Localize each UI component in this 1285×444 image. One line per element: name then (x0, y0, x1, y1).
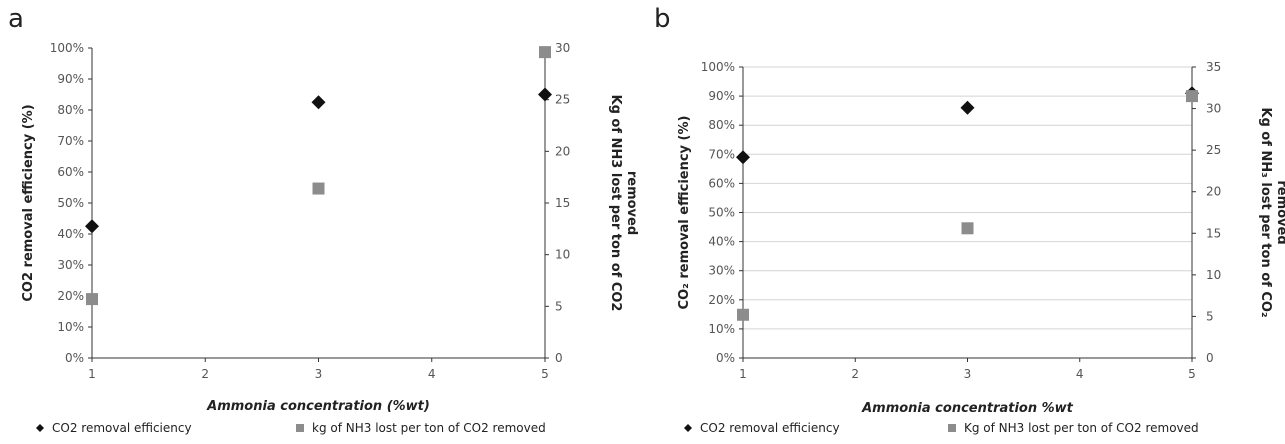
y2-tick-label: 15 (1206, 226, 1221, 240)
x-tick-label: 2 (851, 367, 859, 381)
y2-tick-label: 5 (555, 299, 563, 313)
y-tick-label: 100% (50, 41, 84, 55)
y-tick-label: 70% (57, 134, 84, 148)
y-tick-label: 100% (701, 60, 735, 74)
y2-tick-label: 30 (1206, 102, 1221, 116)
y2-tick-label: 0 (1206, 351, 1214, 365)
y-tick-label: 0% (65, 351, 84, 365)
data-point-square (961, 222, 974, 235)
x-tick-label: 1 (88, 367, 96, 381)
legend-marker-square (948, 424, 956, 432)
y-tick-label: 30% (708, 264, 735, 278)
x-tick-label: 5 (541, 367, 549, 381)
data-point-diamond (960, 100, 975, 115)
data-point-square (312, 182, 325, 195)
y-tick-label: 60% (708, 176, 735, 190)
y2-axis-title-line: Kg of NH3 lost per ton of CO2 (608, 95, 623, 312)
panel-label-a: a (8, 4, 24, 34)
y-tick-label: 10% (57, 320, 84, 334)
y-tick-label: 70% (708, 147, 735, 161)
legend-marker-diamond (36, 424, 44, 432)
y-tick-label: 20% (708, 293, 735, 307)
y-tick-label: 50% (708, 206, 735, 220)
chart-panel-b: b 0% 10% 20% 30% 40% 50% 60% 70% 80% 90% 100% 0 5 10 1… (640, 0, 1285, 444)
y2-axis-title-line: removed (1274, 180, 1285, 244)
y-axis-title: CO₂ removal efficiency (%) (677, 116, 692, 310)
x-tick-label: 2 (201, 367, 209, 381)
chart-panel-a: a 0% 10% 20% 30% 40% 50% 60% 70% 80% 90% 100% 0 5 10 1… (0, 0, 640, 444)
x-tick-label: 4 (428, 367, 436, 381)
y2-tick-label: 5 (1206, 309, 1214, 323)
y2-tick-label: 30 (555, 41, 570, 55)
chart-a-svg: 0%10%20%30%40%50%60%70%80%90%100%0510152… (21, 41, 639, 435)
y2-axis-title-line: Kg of NH₃ lost per ton of CO₂ (1258, 107, 1273, 317)
y2-tick-label: 25 (1206, 143, 1221, 157)
x-axis-title: Ammonia concentration (%wt) (206, 399, 430, 414)
legend-marker-square (296, 424, 304, 432)
legend-label: Kg of NH3 lost per ton of CO2 removed (964, 421, 1199, 435)
data-point-square (737, 308, 749, 321)
legend-label: kg of NH3 lost per ton of CO2 removed (312, 421, 546, 435)
x-tick-label: 1 (739, 367, 747, 381)
y2-tick-label: 20 (555, 144, 570, 158)
y2-tick-label: 25 (555, 93, 570, 107)
y2-tick-label: 10 (555, 248, 570, 262)
y-tick-label: 90% (708, 89, 735, 103)
data-point-square (86, 293, 98, 306)
y2-tick-label: 15 (555, 196, 570, 210)
data-point-square (539, 46, 551, 59)
y2-tick-label: 0 (555, 351, 563, 365)
legend-marker-diamond (684, 424, 692, 432)
data-point-diamond (85, 219, 99, 234)
y-tick-label: 30% (57, 258, 84, 272)
data-point-diamond (538, 87, 552, 102)
y2-axis-title-line: removed (624, 171, 639, 235)
data-point-diamond (736, 150, 750, 165)
chart-b-svg: 0%10%20%30%40%50%60%70%80%90%100%0510152… (677, 60, 1285, 435)
y-tick-label: 90% (57, 72, 84, 86)
y-tick-label: 20% (57, 289, 84, 303)
x-tick-label: 5 (1188, 367, 1196, 381)
y-tick-label: 60% (57, 165, 84, 179)
y-tick-label: 80% (708, 118, 735, 132)
legend-label: CO2 removal efficiency (52, 421, 192, 435)
x-tick-label: 3 (964, 367, 972, 381)
y-tick-label: 50% (57, 196, 84, 210)
y-axis-title: CO2 removal efficiency (%) (21, 104, 36, 301)
x-tick-label: 3 (315, 367, 323, 381)
y2-tick-label: 10 (1206, 268, 1221, 282)
y-tick-label: 10% (708, 322, 735, 336)
y2-tick-label: 35 (1206, 60, 1221, 74)
y-tick-label: 40% (57, 227, 84, 241)
y2-tick-label: 20 (1206, 185, 1221, 199)
data-point-square (1186, 90, 1198, 103)
x-tick-label: 4 (1076, 367, 1084, 381)
y-tick-label: 80% (57, 103, 84, 117)
legend-label: CO2 removal efficiency (700, 421, 840, 435)
x-axis-title: Ammonia concentration %wt (861, 401, 1074, 416)
y-tick-label: 40% (708, 235, 735, 249)
panel-label-b: b (654, 4, 671, 34)
y-tick-label: 0% (716, 351, 735, 365)
data-point-diamond (311, 95, 326, 110)
